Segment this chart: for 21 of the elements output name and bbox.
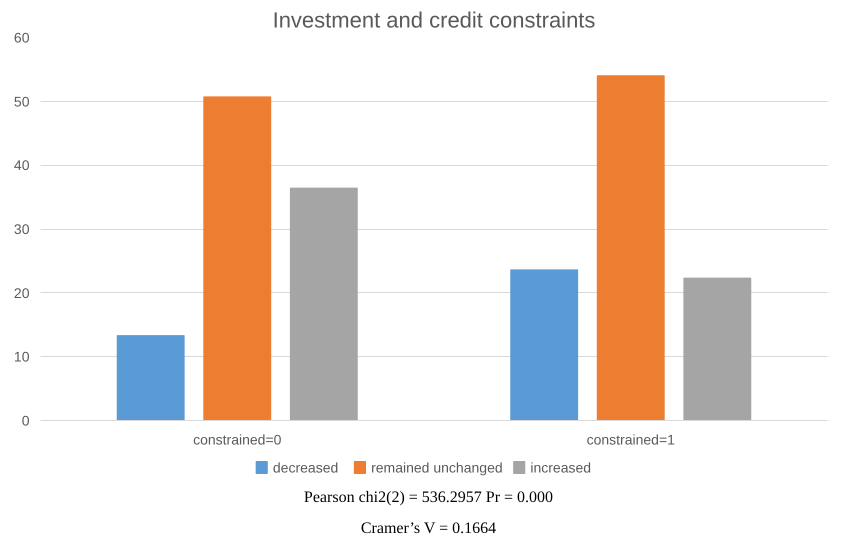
y-tick-label: 40 [14,157,30,174]
text: Cramer’s V = 0.1664 [360,520,496,538]
legend-label: increased [530,460,592,476]
bar [116,335,185,420]
x-tick-label: constrained=1 [586,432,676,448]
bar [510,269,578,420]
bar [683,278,752,420]
y-tick-label: 10 [14,348,30,365]
bar [203,96,272,420]
y-tick-label: 60 [14,30,30,46]
y-tick-label: 0 [22,412,30,428]
chart-title: Investment and credit constraints [272,8,596,32]
legend-label: remained unchanged [371,460,503,476]
bar [596,75,665,420]
y-tick-label: 30 [14,221,30,237]
y-tick-label: 20 [14,284,30,301]
bar [290,188,358,420]
y-tick-label: 50 [14,93,30,110]
legend-label: decreased [272,460,338,476]
text: Pearson chi2(2) = 536.2957 Pr = 0.000 [304,489,554,507]
x-tick-label: constrained=0 [193,432,282,448]
